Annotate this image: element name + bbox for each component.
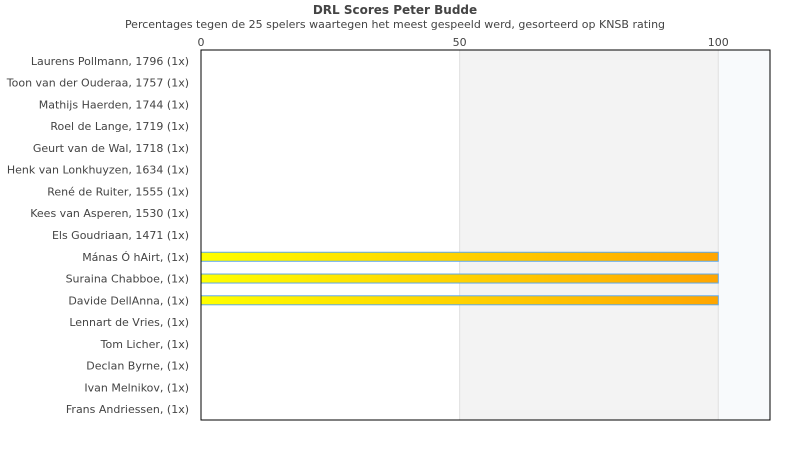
category-label: Kees van Asperen, 1530 (1x) xyxy=(30,207,189,220)
x-tick-label: 0 xyxy=(198,36,205,49)
bar xyxy=(200,273,719,284)
category-label: Henk van Lonkhuyzen, 1634 (1x) xyxy=(7,164,189,177)
category-label: Mánas Ó hAirt, (1x) xyxy=(82,251,189,264)
category-label: Laurens Pollmann, 1796 (1x) xyxy=(31,55,189,68)
category-label: Suraina Chabboe, (1x) xyxy=(66,273,189,286)
plot-band xyxy=(201,50,460,420)
category-label: Roel de Lange, 1719 (1x) xyxy=(50,120,189,133)
category-label: Ivan Melnikov, (1x) xyxy=(84,381,189,394)
category-label: Toon van der Ouderaa, 1757 (1x) xyxy=(6,77,189,90)
bar xyxy=(200,251,719,262)
x-tick-label: 50 xyxy=(453,36,467,49)
category-label: Frans Andriessen, (1x) xyxy=(66,403,189,416)
chart-subtitle: Percentages tegen de 25 spelers waartege… xyxy=(124,18,666,31)
category-label: Lennart de Vries, (1x) xyxy=(69,316,189,329)
chart-title: DRL Scores Peter Budde xyxy=(312,3,478,17)
x-tick-label: 100 xyxy=(708,36,729,49)
category-label: Tom Licher, (1x) xyxy=(100,338,189,351)
plot-frame xyxy=(200,49,771,421)
category-label: Mathijs Haerden, 1744 (1x) xyxy=(39,98,189,111)
plot-band xyxy=(718,50,770,420)
category-label: René de Ruiter, 1555 (1x) xyxy=(47,185,189,198)
category-label: Davide DellAnna, (1x) xyxy=(68,294,189,307)
plot-band xyxy=(459,50,719,420)
category-label: Declan Byrne, (1x) xyxy=(86,360,189,373)
bar xyxy=(200,295,719,306)
category-label: Geurt van de Wal, 1718 (1x) xyxy=(33,142,189,155)
category-label: Els Goudriaan, 1471 (1x) xyxy=(52,229,189,242)
